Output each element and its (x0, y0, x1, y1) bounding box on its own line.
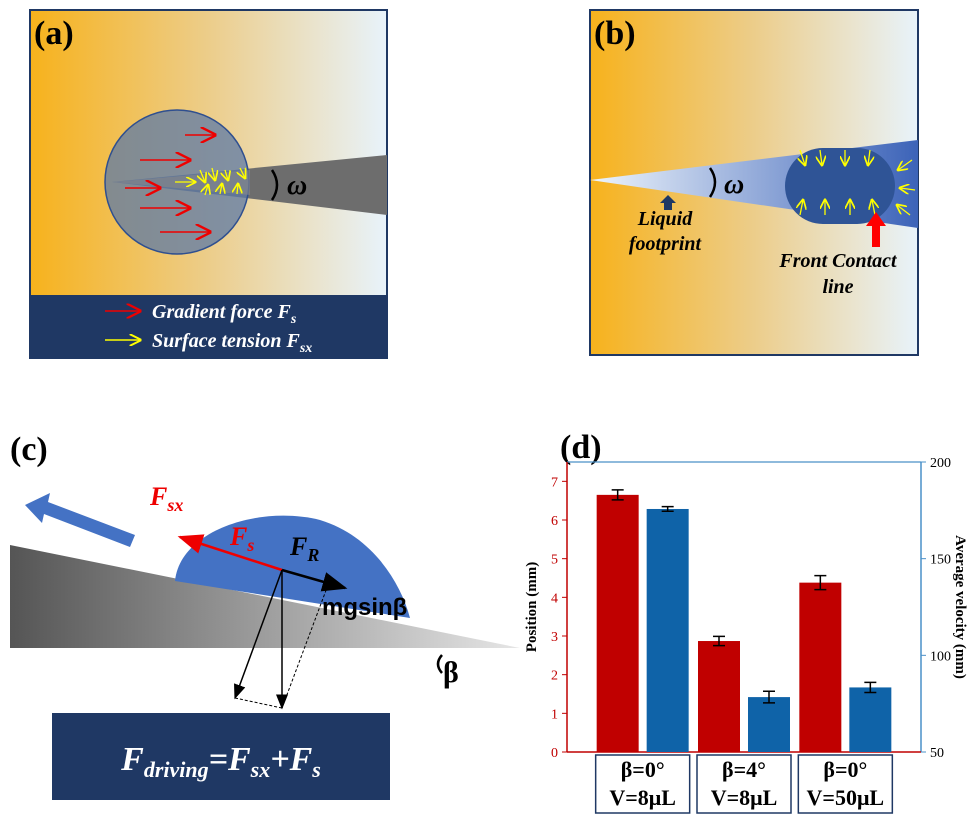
y-tick-label: 4 (551, 591, 558, 606)
y2-axis-label: Average velocity (mm) (952, 535, 968, 679)
chart-title: (d) (560, 429, 602, 466)
sub: R (306, 545, 319, 565)
y-tick-label: 6 (551, 514, 558, 529)
sub: sx (166, 495, 183, 515)
motion-arrow (25, 493, 135, 547)
sub: s (246, 535, 254, 555)
force-label: Fsx (149, 482, 183, 515)
y2-tick-label: 150 (930, 553, 951, 568)
y-tick-label: 2 (551, 669, 558, 684)
legend-sub: s (290, 312, 297, 327)
x-tick-label: V=50μL (807, 785, 885, 810)
bar (799, 583, 841, 752)
panel-a: ω (a) Gradient force Fs Surface tension … (30, 10, 387, 358)
y-tick-label: 5 (551, 553, 558, 568)
legend-main: Surface tension F (152, 330, 300, 352)
y2-tick-label: 50 (930, 746, 944, 761)
bar (748, 697, 790, 752)
panel-d: (d) Position (mm) Average velocity (mm) … (524, 429, 968, 813)
omega: ω (724, 169, 744, 200)
sub: s (311, 757, 321, 782)
annotation: Liquid (637, 208, 693, 230)
sub: driving (144, 757, 209, 782)
legend-main: Gradient force F (152, 301, 292, 323)
error-bar (662, 507, 674, 512)
bar (597, 495, 639, 752)
f: =F (209, 741, 251, 778)
bar (647, 509, 689, 752)
figure: ω (a) Gradient force Fs Surface tension … (0, 0, 969, 815)
bar (698, 641, 740, 752)
y-axis-label: Position (mm) (524, 562, 540, 652)
y2-tick-label: 100 (930, 649, 951, 664)
annotation: Front Contact (778, 250, 898, 272)
legend-sub: sx (299, 341, 312, 356)
y-tick-label: 0 (551, 746, 558, 761)
panel-label: (b) (594, 15, 636, 52)
angle-arc (438, 655, 442, 673)
beta: β (443, 656, 459, 689)
f: F (149, 482, 167, 511)
y-tick-label: 1 (551, 707, 558, 722)
f: F (229, 522, 247, 551)
x-tick-label: β=0° (823, 757, 867, 782)
x-tick-label: V=8μL (609, 785, 676, 810)
f: +F (270, 741, 312, 778)
sub: sx (250, 757, 271, 782)
omega: ω (287, 170, 307, 201)
droplet (785, 148, 895, 224)
y-tick-label: 3 (551, 630, 558, 645)
x-tick-label: β=4° (722, 757, 766, 782)
f: F (120, 741, 144, 778)
f: F (289, 532, 307, 561)
panel-b: ω Liquid footprint Front Contact line (b… (590, 10, 918, 355)
panel-label: (c) (10, 431, 48, 468)
annotation: line (822, 276, 853, 298)
dashed (235, 698, 282, 708)
bar (849, 687, 891, 752)
x-tick-label: V=8μL (711, 785, 778, 810)
x-tick-label: β=0° (621, 757, 665, 782)
y2-tick-label: 200 (930, 456, 951, 471)
panel-c: (c) Fsx Fs FR mgsinβ β Fdriving=Fsx+Fs (10, 431, 520, 800)
annotation: footprint (629, 233, 703, 255)
force-label: mgsinβ (322, 594, 407, 621)
panel-label: (a) (34, 15, 74, 52)
y-tick-label: 7 (551, 475, 558, 490)
